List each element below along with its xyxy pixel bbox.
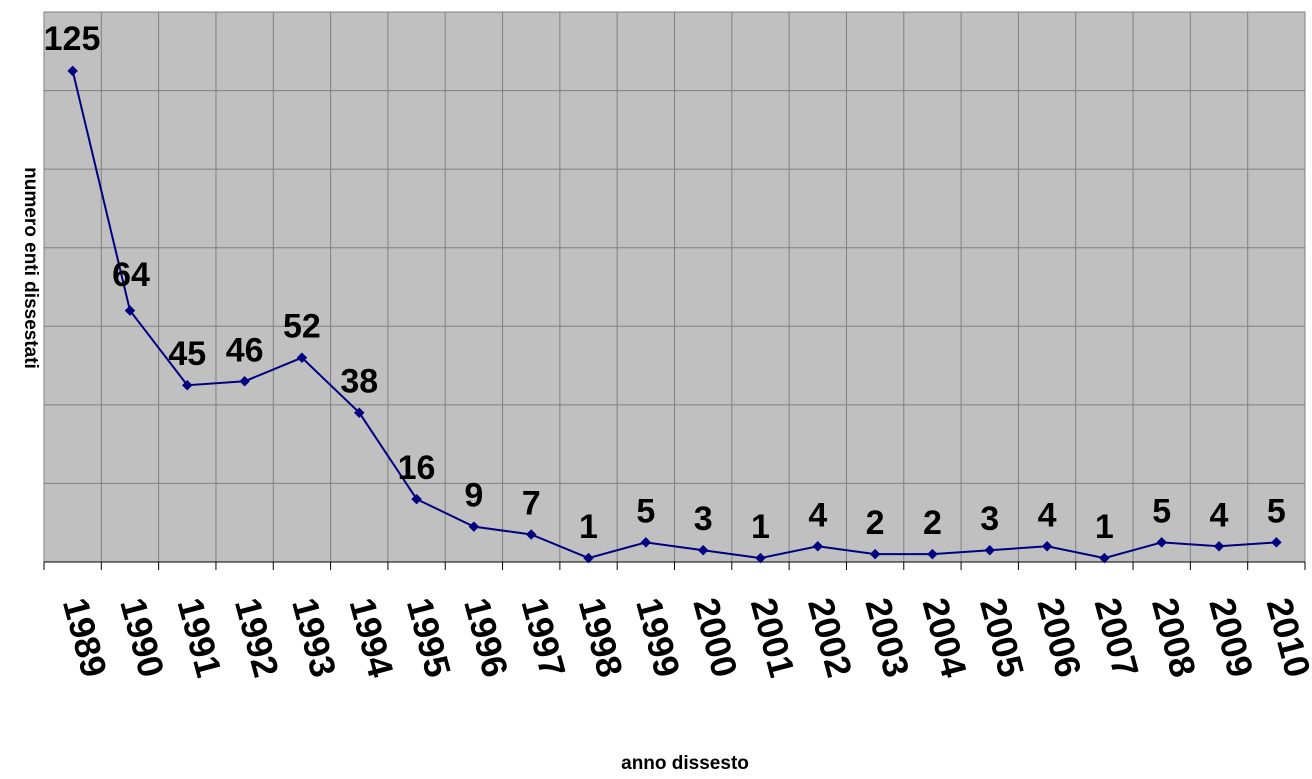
data-point-2005 [984,544,996,556]
data-point-1991 [181,379,193,391]
data-point-2009 [1213,540,1225,552]
x-tick-label-1997: 1997 [513,593,573,681]
data-point-2008 [1156,537,1168,548]
x-tick-label-1998: 1998 [571,593,631,681]
x-tick-label-2009: 2009 [1201,593,1261,681]
data-label-2010: 5 [1267,492,1286,530]
data-label-1993: 52 [283,308,321,346]
x-tick-label-2010: 2010 [1259,593,1312,681]
x-tick-label-2003: 2003 [857,593,917,681]
data-label-2000: 3 [694,500,713,538]
data-point-1990 [124,305,136,316]
data-points [67,65,1282,564]
x-tick-label-2006: 2006 [1029,593,1089,681]
data-label-1990: 64 [112,256,150,294]
x-tick-label-1991: 1991 [170,593,230,681]
data-label-2002: 4 [808,496,827,534]
data-point-1997 [525,529,537,540]
x-tick-label-1994: 1994 [342,593,402,681]
series-line-group [71,70,1277,560]
data-point-1995 [411,493,422,505]
data-label-2005: 3 [980,500,999,538]
data-label-1996: 9 [464,477,483,515]
data-point-1993 [296,352,308,364]
x-tick-label-1992: 1992 [227,593,287,681]
data-label-1999: 5 [636,492,655,530]
data-point-2004 [927,548,938,560]
data-point-1998 [583,552,594,564]
data-label-2007: 1 [1095,508,1114,546]
data-label-2004: 2 [923,504,942,542]
data-point-1996 [468,521,480,532]
data-point-1994 [353,407,365,419]
x-tick-label-2000: 2000 [685,593,745,681]
x-tick-label-2005: 2005 [972,593,1032,681]
data-label-1994: 38 [340,363,378,401]
x-tick-label-2007: 2007 [1087,593,1147,681]
data-point-2001 [755,552,766,564]
x-tick-label-1990: 1990 [112,593,172,681]
x-tick-label-1995: 1995 [399,593,459,681]
x-tick-label-1993: 1993 [284,593,344,681]
x-tick-label-1999: 1999 [628,593,688,681]
data-point-2002 [812,540,824,552]
gridlines [43,12,1306,570]
data-point-2000 [697,544,709,556]
data-point-1999 [640,537,652,548]
y-axis-title: numero enti dissestati [20,167,41,369]
data-label-1992: 46 [226,331,264,369]
data-point-2006 [1041,540,1053,552]
data-point-2007 [1099,552,1110,564]
x-tick-label-1989: 1989 [55,593,115,681]
x-tick-label-2004: 2004 [915,593,975,681]
series-line [71,70,1277,560]
data-label-1995: 16 [398,449,436,487]
x-axis-title: anno dissesto [621,753,749,774]
data-label-2009: 4 [1210,496,1229,534]
data-label-1998: 1 [579,508,598,546]
data-point-2003 [869,548,881,560]
data-point-1992 [239,375,250,387]
x-tick-label-2001: 2001 [743,593,803,681]
data-label-2008: 5 [1152,492,1171,530]
data-label-1991: 45 [168,335,206,373]
x-tick-label-2008: 2008 [1144,593,1204,681]
data-label-2001: 1 [751,508,770,546]
data-point-2010 [1270,537,1282,548]
data-label-1997: 7 [522,485,541,523]
data-label-2003: 2 [866,504,885,542]
x-tick-label-1996: 1996 [456,593,516,681]
x-tick-label-2002: 2002 [800,593,860,681]
x-axis-tick-labels: 1989199019911992199319941995199619971998… [55,593,1312,681]
data-label-2006: 4 [1038,496,1057,534]
data-label-1989: 125 [44,20,101,58]
data-point-1989 [67,65,79,77]
